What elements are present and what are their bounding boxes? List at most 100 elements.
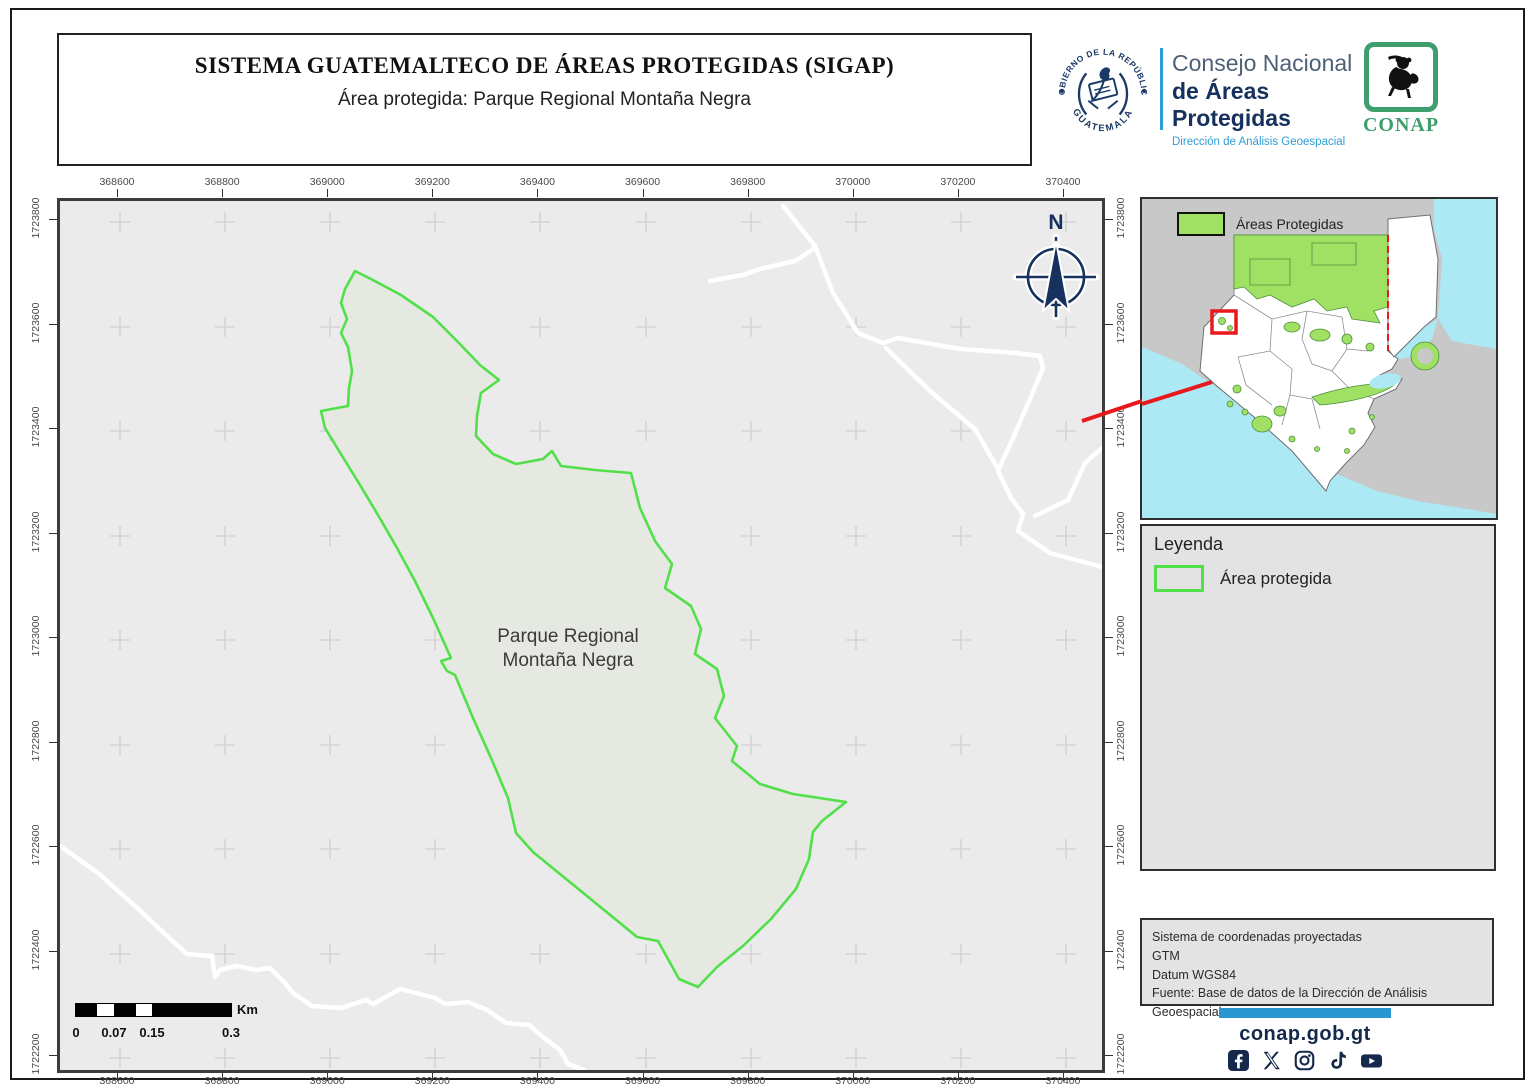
inset-pacific-water — [1142, 347, 1496, 518]
axis-tick-label: 1722600 — [30, 824, 42, 866]
axis-tick — [117, 189, 118, 197]
axis-tick — [1105, 219, 1113, 220]
axis-tick — [642, 189, 644, 197]
page-subtitle: Área protegida: Parque Regional Montaña … — [338, 89, 751, 110]
axis-tick — [852, 189, 854, 197]
axis-tick — [49, 741, 57, 743]
scalebar-bar — [75, 1003, 232, 1017]
road-path — [883, 345, 1001, 472]
axis-tick-label: 1722800 — [1115, 720, 1127, 761]
axis-tick-label: 369400 — [519, 176, 555, 188]
axis-tick — [852, 1073, 854, 1081]
council-line2: de Áreas Protegidas — [1172, 78, 1291, 131]
guatemala-government-seal-icon: GOBIERNO DE LA REPÚBLICA GUATEMALA — [1054, 40, 1151, 137]
axis-tick — [49, 1055, 57, 1056]
axis-tick-label: 370400 — [1045, 1075, 1081, 1087]
axis-tick — [1105, 428, 1113, 429]
axis-tick — [49, 219, 57, 220]
axis-tick-label: 1722800 — [30, 720, 42, 761]
axis-tick-label: 1722400 — [1115, 929, 1127, 970]
road-path — [1032, 445, 1102, 519]
axis-tick-label: 1723400 — [30, 406, 42, 448]
conap-logo: CONAP — [1362, 42, 1440, 137]
x-twitter-icon — [1263, 1051, 1280, 1070]
axis-tick-label: 1723000 — [30, 615, 42, 657]
axis-tick — [1105, 741, 1113, 743]
axis-tick — [747, 189, 749, 197]
conap-wordmark: CONAP — [1362, 114, 1440, 136]
seal-wreath — [1077, 72, 1129, 116]
inset-locator-rect — [1210, 309, 1238, 335]
axis-tick — [957, 189, 959, 197]
scalebar-unit: Km — [237, 1002, 258, 1017]
axis-tick-label: 1723000 — [1115, 615, 1127, 657]
legend-item: Área protegida — [1154, 565, 1494, 592]
axis-tick-label: 369800 — [730, 1075, 766, 1087]
roads — [60, 203, 1102, 1070]
axis-tick — [1105, 950, 1113, 952]
axis-tick-label: 369200 — [414, 1075, 450, 1087]
footer: conap.gob.gt — [1128, 1008, 1482, 1071]
axis-tick-label: 1723600 — [1115, 302, 1127, 343]
axis-tick-label: 370000 — [835, 1075, 871, 1087]
inset-leader-line — [1141, 380, 1213, 406]
overview-inset-map: Áreas Protegidas — [1140, 197, 1498, 520]
youtube-icon — [1360, 1054, 1382, 1068]
axis-tick — [1105, 1055, 1113, 1056]
axis-tick-label: 1722400 — [30, 929, 42, 970]
info-line: Fuente: Base de datos de la Dirección de… — [1152, 986, 1428, 1019]
axis-tick — [49, 950, 57, 952]
facebook-icon — [1227, 1050, 1249, 1071]
legend-title: Leyenda — [1154, 534, 1224, 554]
axis-tick-label: 370000 — [835, 176, 871, 188]
axis-tick — [432, 1073, 434, 1081]
axis-tick — [49, 428, 57, 429]
axis-tick-label: 369200 — [414, 176, 450, 188]
axis-tick-label: 1723200 — [30, 511, 42, 552]
axis-tick — [49, 323, 57, 325]
road-path — [880, 335, 1102, 570]
main-map: Parque Regional Montaña Negra N Km — [57, 198, 1105, 1073]
axis-tick-label: 369400 — [519, 1075, 555, 1087]
axis-tick-label: 368600 — [99, 1075, 135, 1087]
conap-monkey-icon — [1364, 42, 1438, 112]
inset-caribbean-water — [1434, 199, 1496, 349]
axis-tick — [537, 1073, 539, 1081]
axis-tick-label: 369800 — [730, 176, 766, 188]
axis-tick-label: 1723800 — [1115, 197, 1127, 239]
axis-tick — [222, 189, 224, 197]
axis-tick — [49, 637, 57, 638]
axis-tick-label: 370200 — [940, 1075, 976, 1087]
axis-tick — [432, 189, 434, 197]
page-title: SISTEMA GUATEMALTECO DE ÁREAS PROTEGIDAS… — [194, 53, 895, 78]
north-label: N — [1048, 211, 1063, 234]
council-wordmark: Consejo Nacional de Áreas Protegidas Dir… — [1172, 50, 1382, 148]
axis-tick-label: 1723600 — [30, 302, 42, 343]
river-path — [60, 843, 587, 1070]
axis-tick-label: 1722200 — [1115, 1033, 1127, 1075]
axis-tick — [1062, 189, 1064, 197]
council-line1: Consejo Nacional — [1172, 50, 1353, 76]
axis-tick-label: 1723800 — [30, 197, 42, 239]
axis-tick — [957, 1073, 959, 1081]
instagram-icon — [1294, 1050, 1314, 1071]
info-line: GTM — [1152, 948, 1180, 963]
branding-block: GOBIERNO DE LA REPÚBLICA GUATEMALA Conse… — [1040, 36, 1520, 154]
axis-tick-label: 1723200 — [1115, 511, 1127, 552]
projection-info-panel: Sistema de coordenadas proyectadas GTM D… — [1140, 918, 1494, 1019]
social-icons-row — [1128, 1050, 1482, 1071]
inset-legend-label: Áreas Protegidas — [1236, 216, 1343, 232]
axis-tick — [327, 1073, 329, 1081]
tiktok-icon — [1330, 1051, 1346, 1069]
page-border — [10, 8, 1525, 1080]
axis-tick — [117, 1073, 118, 1081]
axis-tick — [642, 1073, 644, 1081]
axis-tick — [49, 532, 57, 534]
website-url: conap.gob.gt — [1239, 1023, 1371, 1045]
road-path — [707, 245, 818, 284]
axis-tick — [49, 846, 57, 847]
axis-tick-label: 1722600 — [1115, 824, 1127, 866]
title-box: SISTEMA GUATEMALTECO DE ÁREAS PROTEGIDAS… — [57, 33, 1032, 166]
axis-tick — [1105, 532, 1113, 534]
footer-accent-bar — [1219, 1008, 1391, 1018]
